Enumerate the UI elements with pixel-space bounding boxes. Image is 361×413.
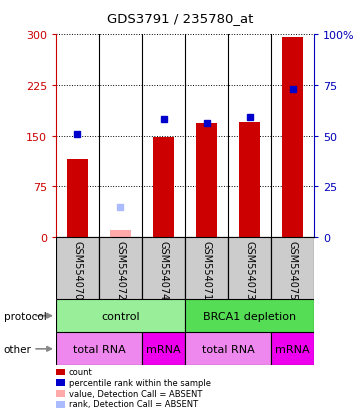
Bar — [56, 237, 99, 299]
Text: percentile rank within the sample: percentile rank within the sample — [69, 378, 210, 387]
Bar — [56, 332, 142, 366]
Text: total RNA: total RNA — [73, 344, 125, 354]
Text: control: control — [101, 311, 140, 321]
Bar — [271, 237, 314, 299]
Bar — [228, 237, 271, 299]
Bar — [196, 124, 217, 237]
Text: count: count — [69, 367, 92, 376]
Text: protocol: protocol — [4, 311, 46, 321]
Text: GSM554071: GSM554071 — [201, 240, 212, 300]
Bar — [185, 237, 228, 299]
Bar — [99, 237, 142, 299]
Text: mRNA: mRNA — [275, 344, 310, 354]
Text: GSM554072: GSM554072 — [116, 240, 126, 300]
Text: GSM554073: GSM554073 — [244, 240, 255, 300]
Bar — [239, 123, 260, 237]
Bar — [110, 231, 131, 237]
Text: other: other — [4, 344, 31, 354]
Bar — [67, 160, 88, 237]
Bar — [142, 332, 185, 366]
Text: total RNA: total RNA — [202, 344, 255, 354]
Bar — [56, 299, 185, 332]
Text: GSM554070: GSM554070 — [73, 240, 82, 300]
Text: BRCA1 depletion: BRCA1 depletion — [203, 311, 296, 321]
Text: mRNA: mRNA — [146, 344, 181, 354]
Bar — [271, 332, 314, 366]
Bar — [185, 299, 314, 332]
Bar — [185, 332, 271, 366]
Text: GDS3791 / 235780_at: GDS3791 / 235780_at — [107, 12, 254, 25]
Bar — [153, 138, 174, 237]
Text: GSM554075: GSM554075 — [288, 240, 297, 300]
Bar — [142, 237, 185, 299]
Text: GSM554074: GSM554074 — [158, 240, 169, 300]
Text: value, Detection Call = ABSENT: value, Detection Call = ABSENT — [69, 389, 202, 398]
Bar — [282, 38, 303, 237]
Text: rank, Detection Call = ABSENT: rank, Detection Call = ABSENT — [69, 399, 198, 408]
